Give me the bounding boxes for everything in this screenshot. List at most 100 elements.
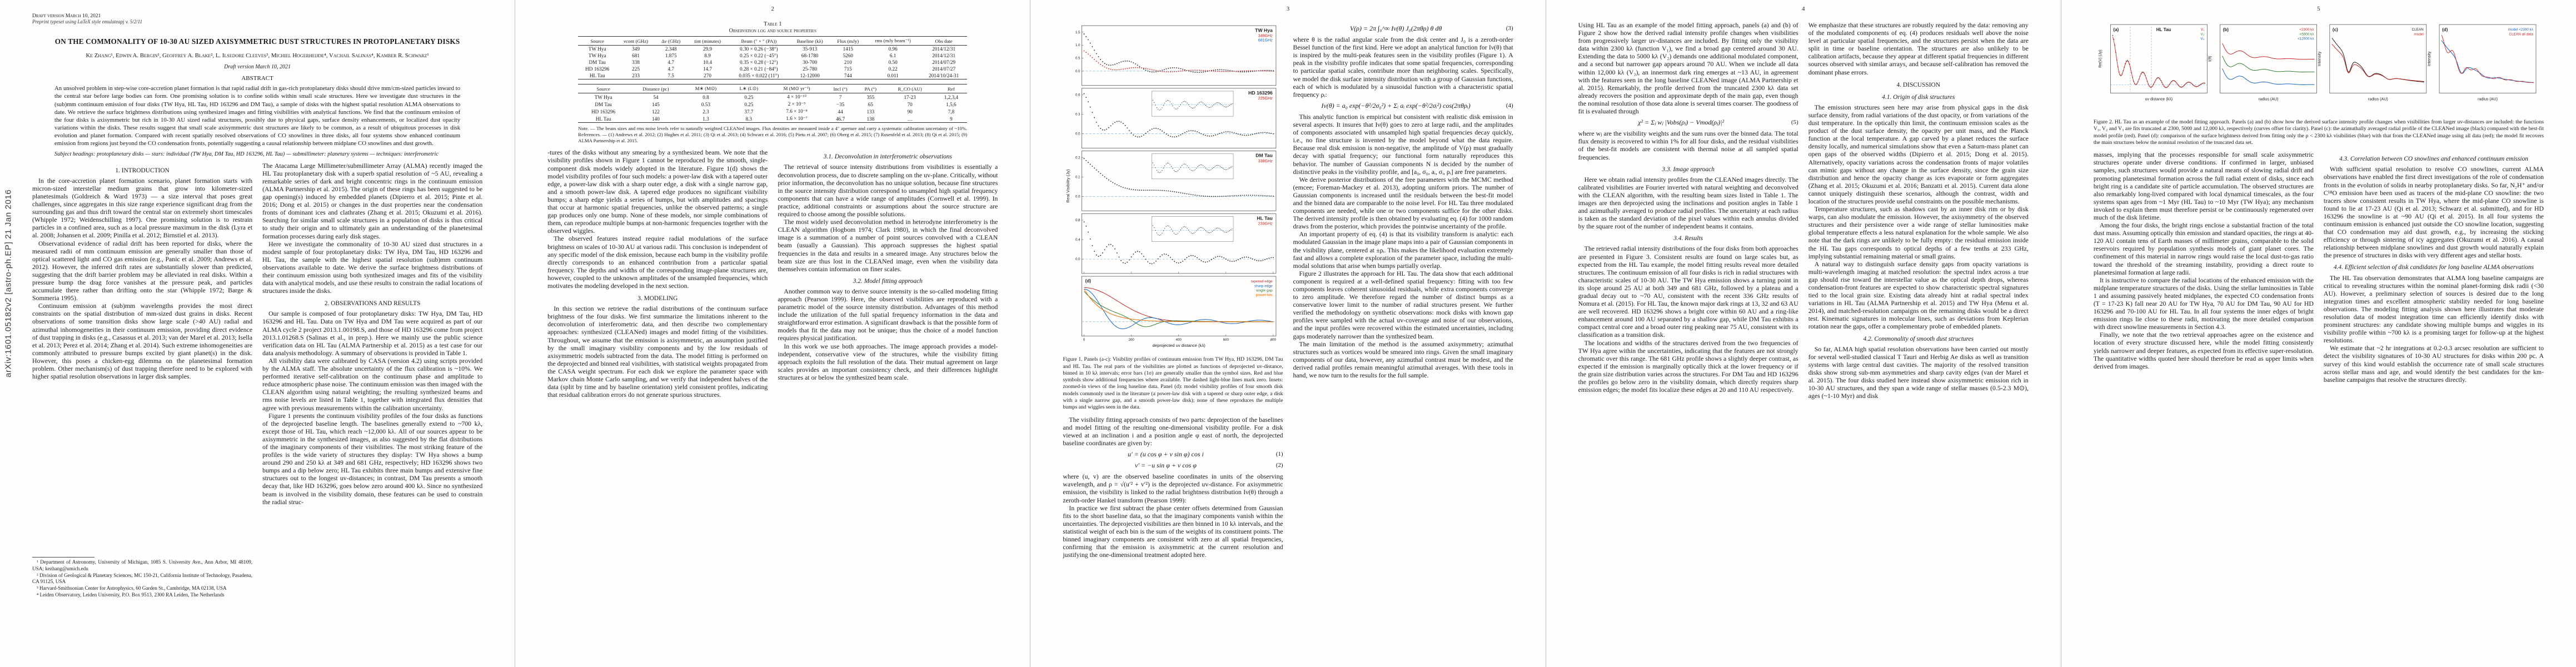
table-cell: 14.7 — [703, 66, 712, 72]
equation-number: (1) — [1275, 451, 1283, 458]
paragraph: masses, implying that the processes resp… — [2093, 151, 2314, 221]
table-cell: DM Tau — [589, 59, 606, 65]
svg-text:1.5: 1.5 — [1075, 31, 1080, 34]
table-cell: HL Tau — [578, 115, 629, 123]
paragraph: Figure 1 presents the continuum visibili… — [262, 411, 483, 506]
svg-text:600: 600 — [1223, 338, 1229, 342]
svg-text:CLEAN all data: CLEAN all data — [2509, 32, 2533, 36]
footnote-rule — [32, 557, 94, 558]
paragraph: The Atacama Large Millimeter/submillimet… — [262, 161, 483, 240]
table-row: HD 163296 225 4.7 14.7 0.28 × 0.21 (−84°) 25-… — [578, 66, 967, 72]
equation-body: χ² = Σⱼ wⱼ |Vobs(ρⱼ) − Vmod(ρⱼ)|² — [1638, 118, 1725, 127]
column-header: Δν (GHz) — [655, 36, 687, 46]
table-cell: 7 — [839, 94, 842, 100]
table-cell: 2014/07/29 — [932, 59, 956, 65]
table-1-block: Table 1 Observation log and source prope… — [578, 21, 968, 144]
equation-4: Iν(θ) = a₀ exp(−θ²/2σ₀²) + Σᵢ aᵢ exp(−θ²… — [1293, 102, 1513, 109]
column-header: tint (minutes) — [686, 36, 729, 46]
paragraph: The retrieval of source intensity distri… — [778, 163, 998, 218]
equation-body: v′ = −u sin φ + v cos φ — [1135, 461, 1197, 470]
table-cell: 0.8 — [702, 94, 709, 100]
table-row: HL Tau 140 1.3 8.3 1.6 × 10⁻⁷ 46.7 138… 9 — [578, 115, 968, 123]
abstract-text: An unsolved problem in step-wise core-ac… — [54, 85, 461, 147]
table-cell: 2014/10/24-31 — [920, 72, 968, 79]
section-heading-observations: 2. OBSERVATIONS AND RESULTS — [324, 300, 421, 307]
table-cell: TW Hya — [594, 94, 612, 100]
page-3: 3 0.0 0.5 1.0 1.5 TW Hya 349GHz 681GHz 0.0 0.3 0.… — [1030, 0, 1546, 667]
svg-text:V₃: V₃ — [2200, 37, 2204, 41]
svg-text:single gap: single gap — [1256, 288, 1273, 292]
svg-text:HL Tau: HL Tau — [1257, 215, 1273, 221]
draft-version-line: Draft version March 10, 2021 — [32, 13, 101, 19]
paragraph: In this section we retrieve the radial d… — [547, 305, 768, 399]
paragraph: In practice we first subtract the phase … — [1063, 504, 1283, 559]
table-cell: 2 × 10⁻⁹ — [788, 101, 806, 107]
svg-text:(d): (d) — [1085, 278, 1092, 283]
column-header: Incl (°) — [824, 84, 856, 93]
table-cell: 349 — [632, 46, 640, 52]
section-heading-discussion: 4. DISCUSSION — [1896, 81, 1941, 88]
table-cell: 0.035 × 0.022 (11°) — [728, 72, 790, 79]
figure2-panel-1: <2300 kλ<5000 kλ<12000 kλ (b) radius (AU) I… — [2208, 24, 2317, 102]
table-row: TW Hya 349 2.348 29.9 0.30 × 0.26 (−38°) 35-9… — [578, 46, 967, 53]
page-1: arXiv:1601.05182v2 [astro-ph.EP] 21 Jan … — [0, 0, 515, 667]
page4-right-column: We emphasize that these structures are r… — [1808, 21, 2029, 649]
table-cell: 0.011 — [865, 72, 920, 79]
svg-text:0.2: 0.2 — [1075, 156, 1080, 160]
table-notes: Note. — The beam sizes and rms noise lev… — [578, 126, 968, 144]
table-cell: 744 — [830, 72, 866, 79]
paragraph: The observed features instead require ra… — [547, 235, 768, 290]
equation-2: v′ = −u sin φ + v cos φ (2) — [1063, 461, 1283, 469]
paragraph: Here we investigate the commonality of 1… — [262, 240, 483, 295]
section-heading-introduction: 1. INTRODUCTION — [115, 167, 170, 174]
page5-left-column: masses, implying that the processes resp… — [2094, 151, 2314, 615]
footnote: ¹ Department of Astronomy, University of… — [32, 559, 253, 571]
svg-text:model <2300 kλ: model <2300 kλ — [2508, 28, 2534, 32]
paragraph: A natural way to distinguish surface den… — [1808, 260, 2029, 331]
column-header: Flux (mJy) — [830, 36, 866, 46]
table-cell: DM Tau — [595, 101, 612, 107]
table-cell: … — [884, 115, 935, 123]
paper-title: ON THE COMMONALITY OF 10-30 AU SIZED AXI… — [54, 37, 460, 46]
table-cell: 1415 — [843, 46, 853, 52]
table-cell: TW Hya — [588, 46, 606, 52]
column-header: M∗ (M⊙) — [682, 84, 729, 93]
svg-text:0: 0 — [1083, 338, 1085, 342]
table-row: HL Tau 233 7.5 270 0.035 × 0.022 (11°) 12-120… — [578, 72, 968, 79]
table-cell: 7.6 × 10⁻⁸ — [786, 108, 808, 114]
svg-text:(c): (c) — [2333, 27, 2338, 32]
svg-text:0.0: 0.0 — [1075, 69, 1080, 73]
page-5: 5 HL Tau V₁ V₂ V₃ (a) uv distance (kλ) Re(V) (… — [2061, 0, 2576, 667]
svg-text:233GHz: 233GHz — [1258, 222, 1273, 226]
table-cell: 355 — [866, 94, 875, 100]
column-header: Baseline (kλ) — [789, 36, 831, 46]
footnote-list: ¹ Department of Astronomy, University of… — [32, 559, 252, 599]
svg-text:Re(V) (Jy): Re(V) (Jy) — [2098, 50, 2102, 68]
table-cell: 10.4 — [703, 59, 712, 65]
svg-text:0.0: 0.0 — [1075, 257, 1080, 261]
equation-number: (3) — [1506, 25, 1513, 32]
svg-text:800: 800 — [1270, 338, 1277, 342]
table-cell: 44 — [838, 108, 843, 115]
svg-text:338GHz: 338GHz — [1258, 159, 1273, 163]
page1-left-column: 1. INTRODUCTION In the core-accretion pl… — [32, 162, 252, 599]
svg-text:200: 200 — [1129, 338, 1135, 342]
table-cell: 35-913 — [803, 46, 818, 52]
paragraph: Continuum emission at (sub)mm wavelength… — [32, 302, 253, 381]
table-cell: 25-780 — [803, 66, 818, 72]
page3-right-column: V(ρ) = 2π ∫₀^∞ Iν(θ) J₀(2πθρ) θ dθ (3) w… — [1293, 21, 1513, 649]
figure-2: HL Tau V₁ V₂ V₃ (a) uv distance (kλ) Re(V) (Jy… — [2094, 20, 2544, 146]
column-header: Source — [578, 84, 629, 93]
table-cell: 37.7 — [744, 108, 754, 115]
svg-text:TW Hya: TW Hya — [1255, 27, 1273, 33]
paragraph: An important property of eq. (4) is that… — [1293, 230, 1513, 270]
column-header: L∗ (L⊙) — [728, 84, 769, 93]
page-number: 3 — [1286, 6, 1290, 12]
page-2: 2 Table 1 Observation log and source pro… — [515, 0, 1030, 667]
table-cell: 1.3 — [682, 115, 729, 123]
paragraph: With sufficient spatial resolution to re… — [2323, 165, 2544, 260]
column-header: Distance (pc) — [628, 84, 683, 93]
svg-text:radius (AU): radius (AU) — [2368, 97, 2388, 102]
